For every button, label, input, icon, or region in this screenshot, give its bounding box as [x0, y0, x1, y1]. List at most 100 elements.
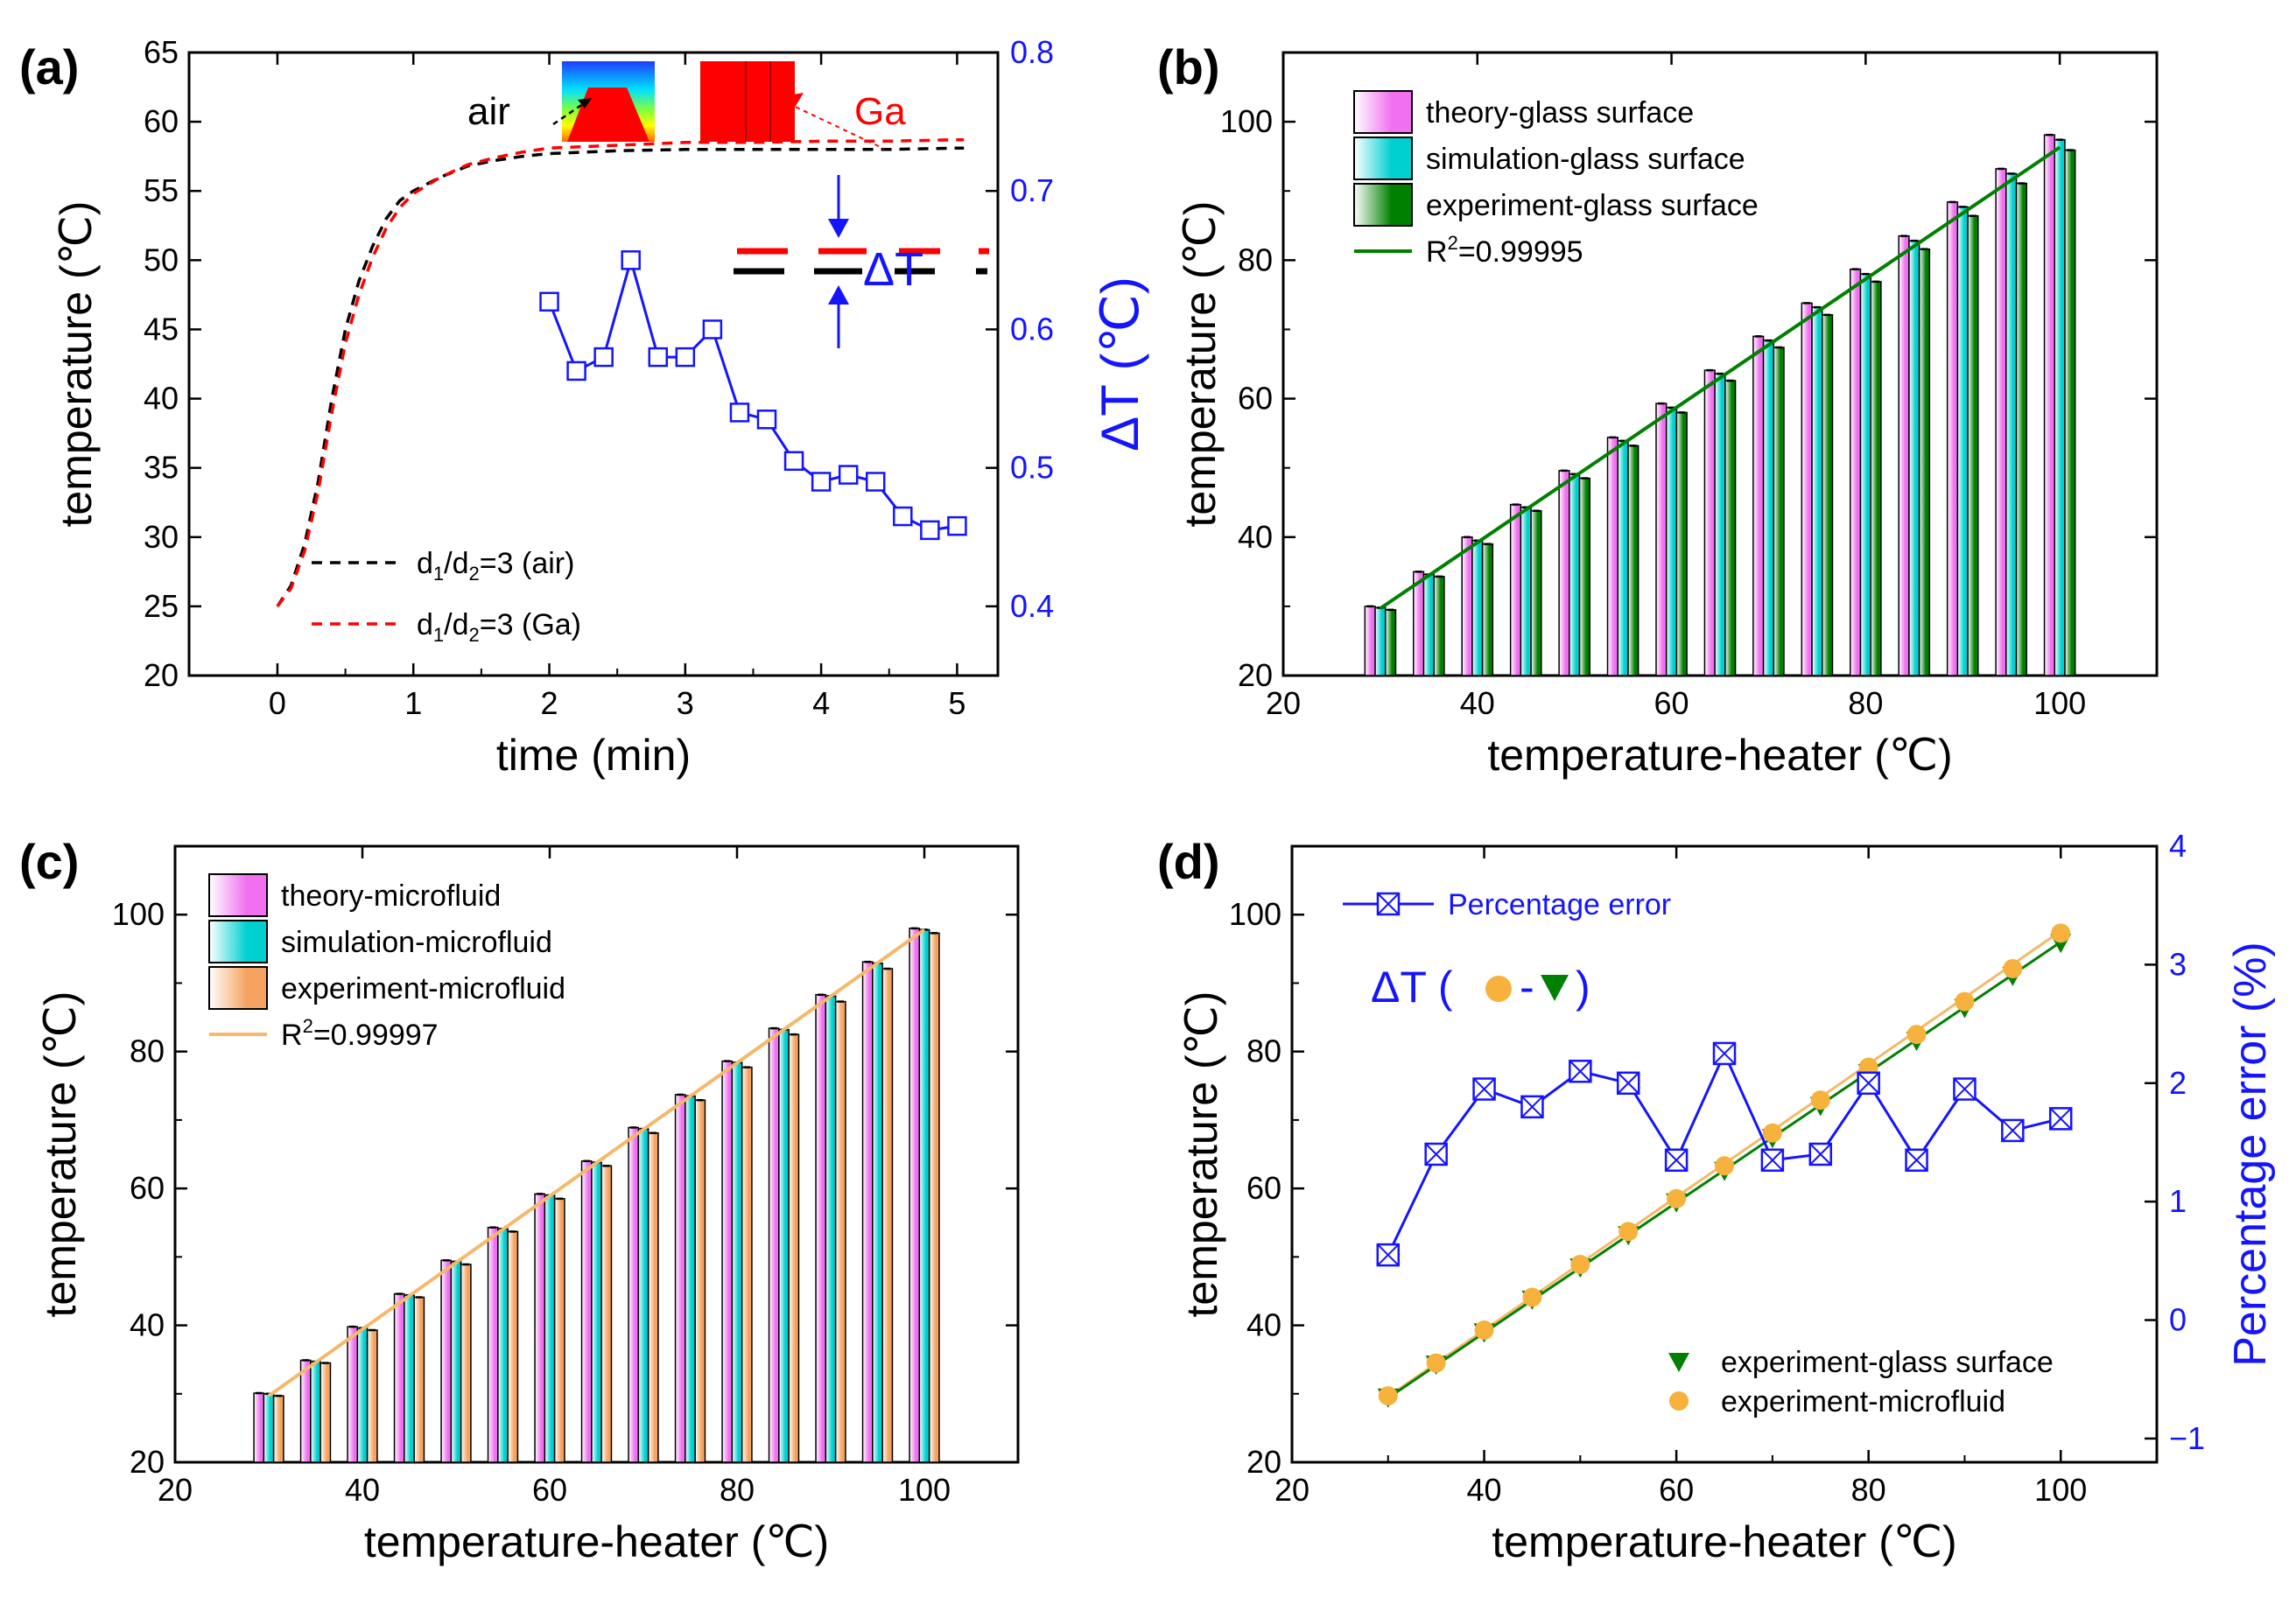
delta-t-marker — [539, 291, 559, 312]
bar-b-0 — [2043, 134, 2056, 676]
y2-axis-title-a: ΔT (℃) — [1091, 277, 1149, 452]
y-tick-label-d: 80 — [1246, 1033, 1281, 1069]
bar-c-0 — [815, 993, 827, 1463]
fit-line-c — [267, 928, 926, 1397]
bar-b-2 — [2015, 182, 2027, 676]
bar-c-0 — [347, 1326, 359, 1463]
microfluid-marker — [2051, 923, 2071, 943]
bar-b-2 — [1724, 380, 1737, 676]
y2-tick-label-a: 0.7 — [1010, 172, 1054, 208]
y-tick-label-a: 60 — [144, 103, 179, 139]
legend-subscript: 1 — [433, 563, 444, 585]
annotation-ga-arrowhead — [783, 93, 804, 110]
bar-b-2 — [1821, 314, 1834, 676]
x-tick-label-d: 40 — [1467, 1472, 1502, 1508]
legend-marker-cross — [1377, 893, 1400, 915]
bar-c-2 — [788, 1033, 800, 1463]
x-axis-title-d: temperature-heater (℃) — [1492, 1517, 1956, 1566]
bar-b-0 — [1946, 201, 1959, 676]
y-tick-label-b: 80 — [1238, 242, 1273, 277]
series-line-air — [276, 146, 965, 607]
bar-b-0 — [1995, 168, 2007, 676]
delta-t-marker — [593, 347, 614, 368]
y-tick-label-d: 100 — [1229, 896, 1281, 932]
legend-superscript: 2 — [303, 1015, 313, 1037]
bar-c-0 — [628, 1126, 640, 1463]
annotation-triangle-icon — [1541, 975, 1569, 1001]
y-tick-label-a: 20 — [144, 657, 179, 693]
bar-b-1 — [1714, 373, 1726, 676]
bar-c-1 — [497, 1228, 509, 1463]
y-tick-label-a: 50 — [144, 242, 179, 277]
y-tick-label-c: 80 — [130, 1033, 165, 1069]
bar-b-1 — [1908, 240, 1920, 676]
microfluid-marker — [1618, 1222, 1639, 1242]
percentage-error-marker-cross — [1761, 1149, 1784, 1172]
annotation-delta-t: ΔT — [863, 243, 923, 296]
y-tick-label-b: 40 — [1238, 519, 1273, 555]
legend-label-b-0: theory-glass surface — [1426, 96, 1694, 130]
x-tick-label-c: 100 — [898, 1472, 951, 1508]
x-tick-label-a: 1 — [404, 685, 422, 721]
delta-t-marker — [621, 250, 641, 270]
bar-c-2 — [741, 1066, 753, 1463]
delta-t-marker — [648, 347, 669, 368]
legend-text: =0.99997 — [313, 1019, 439, 1052]
percentage-error-marker-cross — [1857, 1072, 1880, 1095]
delta-t-marker — [865, 472, 886, 492]
series-line-delta-t — [548, 255, 958, 532]
x-tick-label-c: 60 — [532, 1472, 567, 1508]
legend-subscript: 1 — [433, 624, 444, 646]
percentage-error-marker-cross — [1713, 1042, 1736, 1065]
annotation-ga: Ga — [854, 90, 906, 133]
percentage-error-marker-cross — [1377, 1243, 1400, 1266]
percentage-error-marker-cross — [1905, 1149, 1928, 1172]
legend-label-c-2: experiment-microfluid — [281, 972, 565, 1005]
x-tick-label-d: 20 — [1274, 1472, 1309, 1508]
panel-label-c: (c) — [19, 834, 79, 889]
microfluid-marker — [1474, 1320, 1494, 1341]
bar-c-0 — [393, 1292, 405, 1463]
delta-t-arrowhead-down — [828, 219, 849, 238]
bar-b-0 — [1413, 571, 1425, 676]
y2-tick-label-d: 3 — [2169, 946, 2187, 982]
legend-fit-label-b: R2=0.99995 — [1426, 232, 1583, 269]
annotation-circle-icon — [1485, 976, 1512, 1002]
y-tick-label-a: 45 — [144, 311, 179, 347]
bar-b-1 — [1471, 539, 1484, 676]
legend-swatch-c-1 — [208, 920, 268, 963]
annotation-ga-leader — [787, 102, 885, 150]
percentage-error-marker-cross — [1953, 1077, 1977, 1101]
bar-c-0 — [253, 1392, 265, 1463]
y-tick-label-a: 40 — [144, 381, 179, 417]
bar-c-0 — [861, 961, 874, 1463]
bar-c-1 — [778, 1028, 790, 1463]
x-tick-label-b: 100 — [2033, 685, 2086, 721]
bar-b-2 — [1870, 281, 1882, 676]
annotation-air: air — [467, 90, 510, 133]
legend-text: d — [417, 547, 433, 580]
legend-superscript: 2 — [1448, 232, 1458, 254]
bar-b-0 — [1752, 335, 1765, 676]
legend-label-glass-surface: experiment-glass surface — [1721, 1346, 2054, 1379]
bar-b-1 — [1762, 340, 1775, 676]
y-tick-label-c: 100 — [112, 896, 165, 932]
x-tick-label-b: 20 — [1266, 685, 1301, 721]
annotation-air-arrowhead — [578, 98, 592, 109]
bar-c-0 — [674, 1094, 686, 1463]
y-axis-title-a: temperature (℃) — [52, 201, 101, 528]
y2-tick-label-d: 0 — [2169, 1302, 2187, 1338]
microfluid-marker — [1426, 1353, 1446, 1373]
panel-label-d: (d) — [1157, 834, 1220, 889]
legend-label-percentage-error: Percentage error — [1448, 888, 1671, 921]
bar-c-0 — [299, 1359, 312, 1463]
y2-tick-label-d: −1 — [2169, 1420, 2205, 1456]
bar-c-0 — [440, 1259, 453, 1463]
microfluid-marker — [1762, 1123, 1782, 1143]
percentage-error-marker-cross — [2001, 1119, 2025, 1142]
bar-c-0 — [768, 1027, 780, 1463]
inset-thermal-ga — [700, 61, 795, 142]
bar-c-2 — [366, 1329, 378, 1463]
delta-t-marker — [811, 472, 832, 492]
